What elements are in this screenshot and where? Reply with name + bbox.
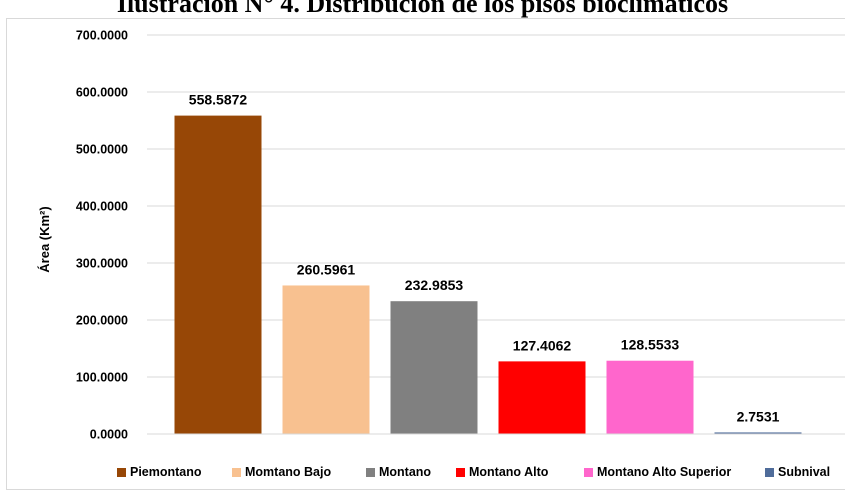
y-tick-label: 600.0000 — [76, 86, 128, 100]
legend-item: Subnival — [765, 463, 830, 481]
legend-label: Montano — [379, 465, 432, 479]
legend-item: Piemontano — [117, 463, 202, 481]
legend-label: Montano Alto Superior — [597, 465, 732, 479]
legend-swatch — [765, 467, 774, 477]
legend-swatch — [232, 467, 241, 477]
bar-piemontano — [174, 115, 262, 435]
chart-legend: Piemontano Momtano Bajo Montano Montano Alt… — [0, 463, 845, 483]
bar-subnival — [714, 432, 802, 434]
legend-item: Montano Alto Superior — [584, 463, 731, 481]
y-tick-label: 300.0000 — [76, 257, 128, 271]
data-label: 127.4062 — [513, 337, 572, 353]
y-tick-label: 500.0000 — [76, 143, 128, 157]
y-tick-label: 200.0000 — [76, 314, 128, 328]
y-tick-label: 0.0000 — [90, 428, 128, 442]
data-label: 128.5533 — [621, 337, 680, 353]
y-tick-label: 100.0000 — [76, 371, 128, 385]
y-tick-label: 400.0000 — [76, 200, 128, 214]
data-label: 260.5961 — [297, 261, 356, 277]
legend-swatch — [366, 467, 375, 477]
legend-label: Momtano Bajo — [245, 465, 332, 479]
figure-caption: Ilustración N° 4. Distribución de los pi… — [116, 0, 729, 18]
legend-item: Montano — [366, 463, 431, 481]
legend-label: Montano Alto — [469, 465, 549, 479]
legend-item: Montano Alto — [456, 463, 548, 481]
legend-label: Subnival — [778, 465, 831, 479]
y-axis-title: Área (Km²) — [37, 206, 52, 272]
legend-swatch — [456, 467, 465, 477]
bar-montano — [390, 301, 478, 434]
bar-montano-alto — [498, 361, 586, 434]
data-label: 558.5872 — [189, 92, 248, 108]
legend-item: Momtano Bajo — [232, 463, 331, 481]
legend-label: Piemontano — [130, 465, 202, 479]
bar-montano-alto-superior — [606, 360, 694, 434]
y-tick-label: 700.0000 — [76, 29, 128, 43]
data-label: 232.9853 — [405, 277, 464, 293]
bar-momtano-bajo — [282, 285, 370, 434]
data-label: 2.7531 — [737, 408, 780, 424]
legend-swatch — [584, 467, 593, 477]
legend-swatch — [117, 467, 126, 477]
